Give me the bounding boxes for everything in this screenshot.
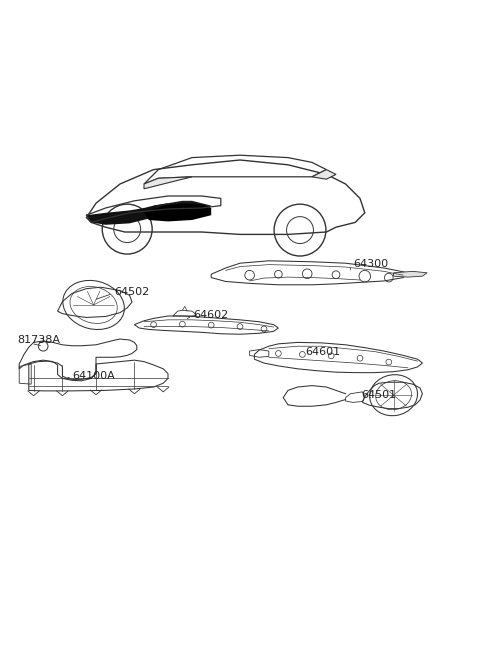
Text: 64601: 64601 [305,347,340,357]
Polygon shape [86,203,168,225]
Polygon shape [144,177,192,189]
Text: 64501: 64501 [361,390,396,400]
Text: 64100A: 64100A [72,371,115,381]
Text: 64502: 64502 [114,287,149,297]
Polygon shape [154,201,211,215]
Polygon shape [144,203,211,222]
Text: 81738A: 81738A [17,335,60,346]
Text: 64602: 64602 [193,310,228,320]
Polygon shape [394,272,427,277]
Text: 64300: 64300 [353,258,388,269]
Polygon shape [312,170,336,179]
